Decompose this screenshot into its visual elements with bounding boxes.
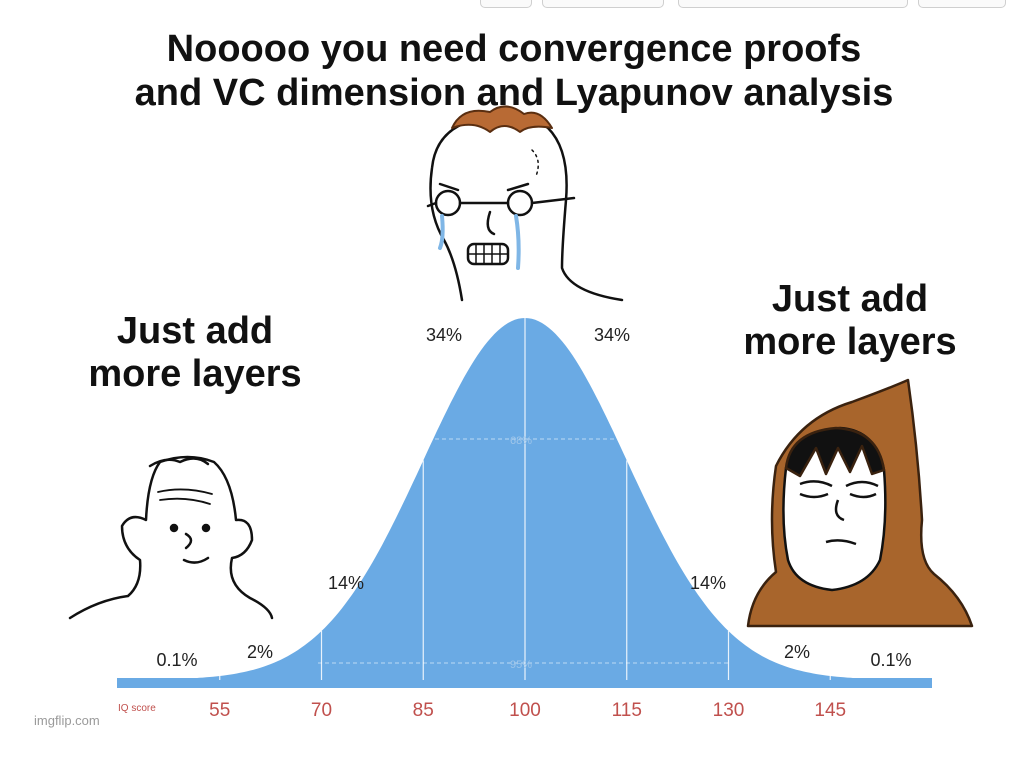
band-68-label: 68% [510, 435, 532, 447]
pct-left-outer: 2% [247, 642, 273, 662]
pct-far-left: 0.1% [156, 650, 197, 670]
x-ticks: 55 70 85 100 115 130 145 [209, 700, 846, 721]
browser-tab-stub [480, 0, 532, 8]
pct-right-middle: 14% [690, 573, 726, 593]
band-95-label: 95% [510, 659, 532, 671]
pct-left-middle: 14% [328, 573, 364, 593]
right-caption-line1: Just add [771, 278, 929, 320]
x-tick-label: 130 [713, 700, 745, 721]
imgflip-watermark: imgflip.com [34, 713, 100, 728]
right-caption-line2: more layers [743, 320, 957, 363]
left-caption-line1: Just add [116, 310, 274, 352]
browser-tab-stub [542, 0, 664, 8]
x-tick-label: 55 [209, 700, 230, 721]
left-caption: Just add more layers [50, 310, 340, 395]
x-tick-label: 115 [612, 700, 642, 721]
sd-lines [219, 318, 831, 680]
x-tick-label: 85 [413, 700, 434, 721]
x-tick-label: 100 [509, 700, 541, 721]
left-caption-line2: more layers [88, 352, 302, 395]
browser-tab-stub [918, 0, 1006, 8]
pct-left-center: 34% [426, 325, 462, 345]
right-caption: Just add more layers [700, 278, 1000, 363]
left-wojak-character [68, 455, 274, 620]
pct-right-outer: 2% [784, 642, 810, 662]
pct-far-right: 0.1% [870, 650, 911, 670]
top-caption-line1: Nooooo you need convergence proofs [166, 28, 862, 70]
x-tick-label: 145 [814, 700, 846, 721]
nerd-wojak-character [426, 105, 624, 302]
top-caption-line2: and VC dimension and Lyapunov analysis [134, 72, 894, 114]
right-hooded-character [746, 378, 974, 628]
x-axis-label: IQ score [118, 703, 156, 714]
x-tick-label: 70 [311, 700, 332, 721]
axis-bar [117, 678, 932, 688]
browser-tab-stub [678, 0, 908, 8]
pct-right-center: 34% [594, 325, 630, 345]
